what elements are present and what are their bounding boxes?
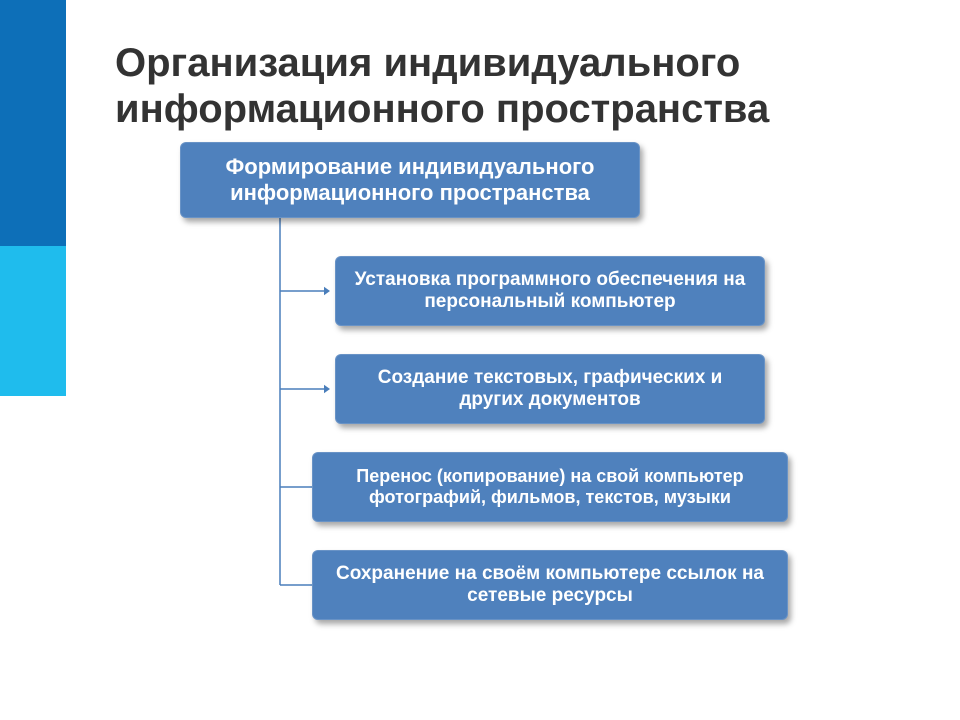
child-box: Установка программного обеспечения на пе… bbox=[335, 256, 765, 326]
child-box: Сохранение на своём компьютере ссылок на… bbox=[312, 550, 788, 620]
child-box: Перенос (копирование) на свой компьютер … bbox=[312, 452, 788, 522]
child-box-label: Сохранение на своём компьютере ссылок на… bbox=[331, 563, 769, 607]
child-box-label: Перенос (копирование) на свой компьютер … bbox=[331, 466, 769, 508]
child-box-label: Установка программного обеспечения на пе… bbox=[354, 269, 746, 313]
root-box: Формирование индивидуального информацион… bbox=[180, 142, 640, 218]
child-box: Создание текстовых, графических и других… bbox=[335, 354, 765, 424]
child-box-label: Создание текстовых, графических и других… bbox=[354, 367, 746, 411]
accent-bar-light bbox=[0, 246, 66, 396]
slide: { "title": "Организация индивидуального … bbox=[0, 0, 960, 720]
root-box-label: Формирование индивидуального информацион… bbox=[199, 154, 621, 206]
page-title: Организация индивидуального информационн… bbox=[115, 40, 915, 132]
accent-bar-dark bbox=[0, 0, 66, 246]
